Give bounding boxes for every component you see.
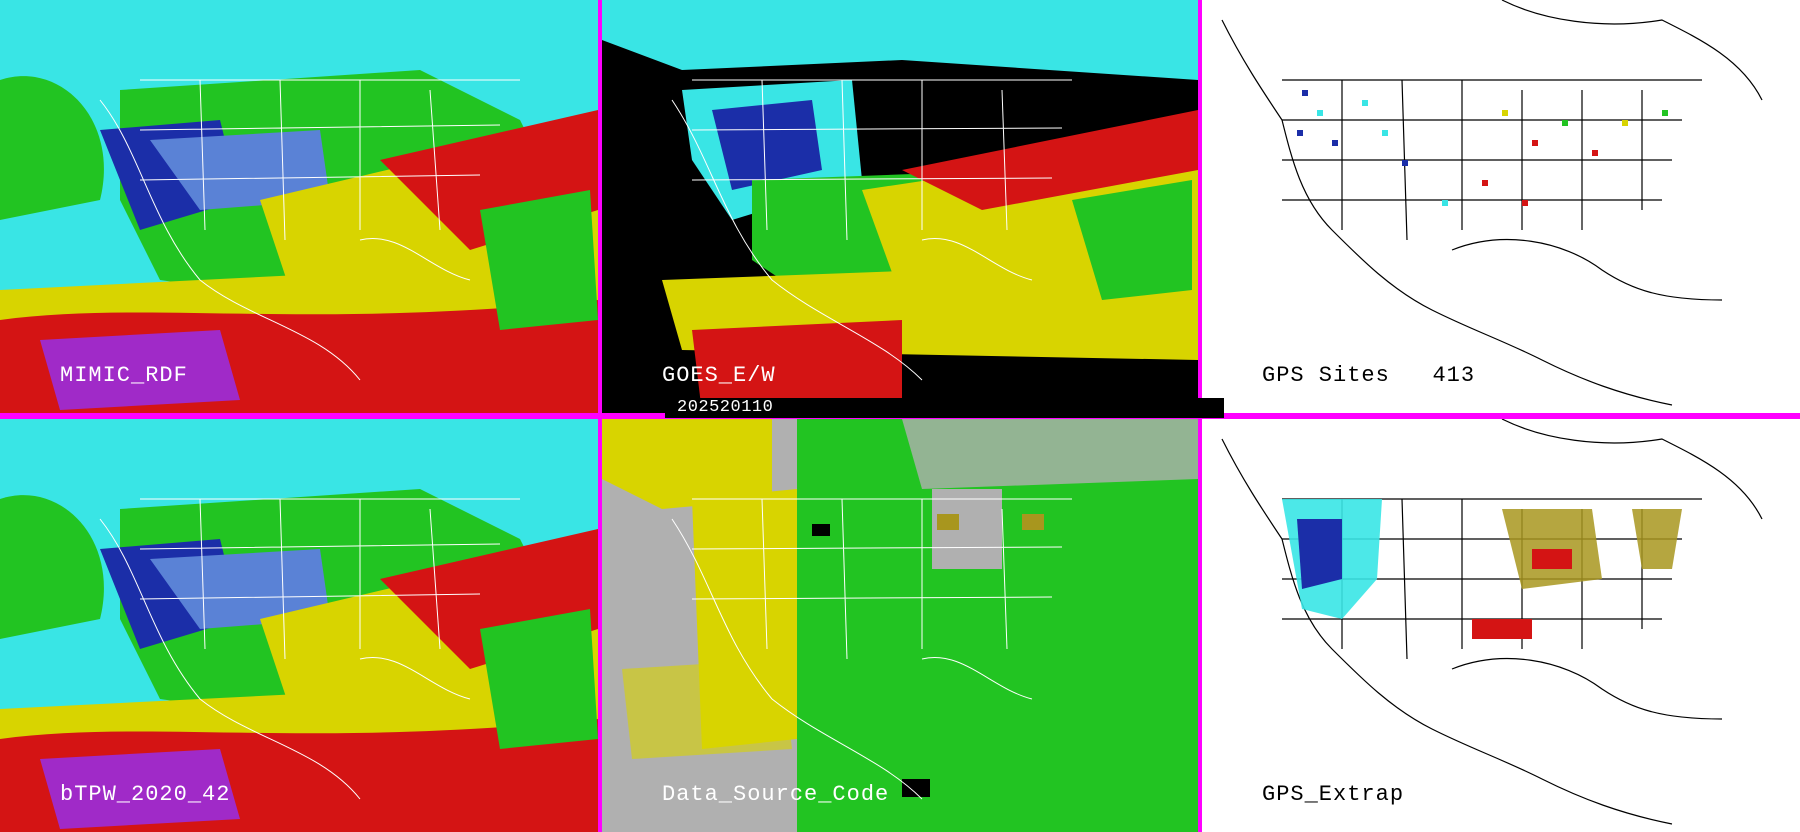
goes-panel: GOES_E/W bbox=[602, 0, 1198, 413]
gps-sites-panel: GPS Sites 413 bbox=[1202, 0, 1800, 413]
gps-sites-title: GPS Sites bbox=[1262, 363, 1390, 388]
gps-extrap-label: GPS_Extrap bbox=[1262, 782, 1405, 807]
data-source-map bbox=[602, 419, 1198, 832]
gps-extrap-map bbox=[1202, 419, 1800, 832]
data-source-label: Data_Source_Code bbox=[662, 782, 890, 807]
btpw-map bbox=[0, 419, 598, 832]
gps-sites-map bbox=[1202, 0, 1800, 413]
date-stamp: 202520110 bbox=[665, 398, 1224, 418]
mimic-rdf-label: MIMIC_RDF bbox=[60, 363, 188, 388]
gps-site-markers bbox=[1297, 90, 1668, 206]
goes-label: GOES_E/W bbox=[662, 363, 776, 388]
btpw-label: bTPW_2020_42 bbox=[60, 782, 231, 807]
gps-extrap-panel: GPS_Extrap bbox=[1202, 419, 1800, 832]
mimic-rdf-panel: MIMIC_RDF bbox=[0, 0, 598, 413]
goes-map bbox=[602, 0, 1198, 413]
gps-sites-count: 413 bbox=[1432, 363, 1476, 388]
mimic-rdf-map bbox=[0, 0, 598, 413]
gps-sites-label: GPS Sites 413 bbox=[1262, 365, 1475, 387]
data-source-panel: Data_Source_Code bbox=[602, 419, 1198, 832]
btpw-panel: bTPW_2020_42 bbox=[0, 419, 598, 832]
